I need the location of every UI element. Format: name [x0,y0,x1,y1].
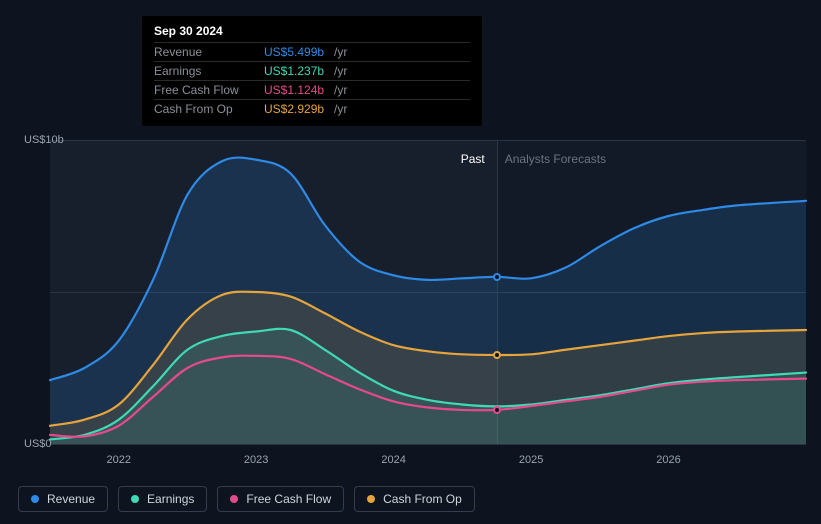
legend-label: Earnings [147,492,194,506]
tooltip-metric-unit: /yr [334,83,347,97]
tooltip-row: Earnings US$1.237b/yr [154,61,470,80]
tooltip-metric-name: Earnings [154,64,256,78]
legend-dot-icon [230,495,238,503]
x-axis-label: 2024 [381,454,405,466]
tooltip-metric-value: US$5.499b [264,45,324,59]
plot-area[interactable]: PastAnalysts Forecasts [50,140,806,444]
tooltip-metric-value: US$2.929b [264,102,324,116]
legend-item-cash_from_op[interactable]: Cash From Op [354,486,475,512]
tooltip-row: Revenue US$5.499b/yr [154,42,470,61]
legend-item-earnings[interactable]: Earnings [118,486,207,512]
tooltip-metric-unit: /yr [334,45,347,59]
tooltip-metric-name: Revenue [154,45,256,59]
y-axis-label: US$10b [24,134,64,146]
legend-label: Free Cash Flow [246,492,331,506]
x-axis-label: 2025 [519,454,543,466]
tooltip-metric-name: Cash From Op [154,102,256,116]
legend: Revenue Earnings Free Cash Flow Cash From O… [18,486,475,512]
legend-item-free_cash_flow[interactable]: Free Cash Flow [217,486,344,512]
chart-tooltip: Sep 30 2024 Revenue US$5.499b/yr Earnings U… [142,16,482,126]
tooltip-metric-name: Free Cash Flow [154,83,256,97]
tooltip-row: Free Cash Flow US$1.124b/yr [154,80,470,99]
x-axis-label: 2023 [244,454,268,466]
tooltip-row: Cash From Op US$2.929b/yr [154,99,470,118]
tooltip-metric-unit: /yr [334,64,347,78]
legend-label: Cash From Op [383,492,462,506]
x-axis-label: 2022 [106,454,130,466]
series-svg [50,140,806,444]
legend-dot-icon [367,495,375,503]
x-axis-label: 2026 [656,454,680,466]
tooltip-metric-value: US$1.237b [264,64,324,78]
gridline-h [50,444,806,445]
legend-dot-icon [131,495,139,503]
tooltip-date: Sep 30 2024 [154,24,470,42]
tooltip-metric-unit: /yr [334,102,347,116]
legend-item-revenue[interactable]: Revenue [18,486,108,512]
legend-dot-icon [31,495,39,503]
legend-label: Revenue [47,492,95,506]
y-axis-label: US$0 [24,438,52,450]
tooltip-metric-value: US$1.124b [264,83,324,97]
marker-free_cash_flow [493,406,501,414]
marker-revenue [493,273,501,281]
marker-cash_from_op [493,351,501,359]
financials-chart[interactable]: PastAnalysts Forecasts US$0 US$10b 2022 20… [18,0,821,470]
